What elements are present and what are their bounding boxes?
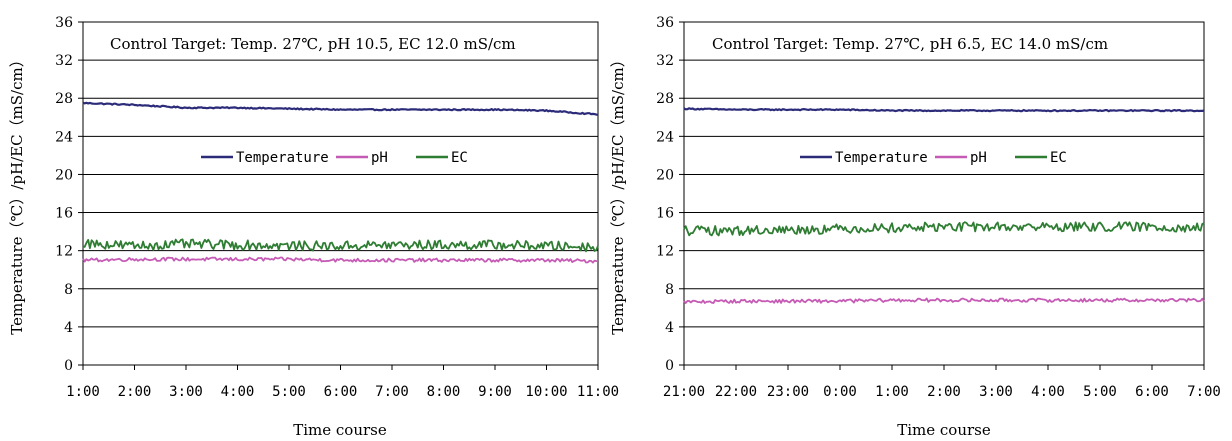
x-tick-label: 1:00 (66, 384, 100, 400)
y-tick-label: 0 (665, 358, 674, 374)
x-tick-label: 3:00 (979, 384, 1013, 400)
x-tick-label: 4:00 (221, 384, 255, 400)
legend-label-ec: EC (1050, 150, 1067, 166)
chart-panel-2: 0 4 8 12 16 20 24 28 32 36 21:00 22:00 23:00 0:00 1:00… (609, 15, 1221, 439)
y-tick-label: 12 (656, 244, 674, 260)
x-tick-label: 4:00 (1031, 384, 1065, 400)
x-tick-label: 1:00 (875, 384, 909, 400)
x-tick-label: 23:00 (767, 384, 809, 400)
x-axis-title: Time course (897, 421, 991, 439)
legend-label-ec: EC (451, 150, 468, 166)
series-line-ph (82, 256, 599, 264)
x-tick-label: 3:00 (169, 384, 203, 400)
x-axis-title: Time course (293, 421, 387, 439)
x-tick-label: 10:00 (525, 384, 567, 400)
y-axis-title: Temperature（℃）/pH/EC（mS/cm） (8, 52, 26, 334)
x-tick-label: 7:00 (375, 384, 409, 400)
x-tick-label: 6:00 (324, 384, 358, 400)
series-line-temperature (82, 101, 599, 116)
legend-label-temperature: Temperature (236, 150, 329, 166)
y-tick-label: 36 (55, 15, 73, 31)
y-tick-label: 28 (656, 91, 674, 107)
x-tick-label: 2:00 (118, 384, 152, 400)
x-tick-label: 11:00 (577, 384, 619, 400)
legend-label-ph: pH (970, 150, 987, 166)
y-tick-label: 8 (665, 282, 674, 298)
x-tick-label: 7:00 (1187, 384, 1221, 400)
chart-panel-1: 0 4 8 12 16 20 24 28 32 36 1:00 2:00 3:00 4:00 5:00 6:0… (8, 15, 619, 439)
y-tick-label: 32 (656, 53, 674, 69)
control-target-annotation: Control Target: Temp. 27℃, pH 10.5, EC 1… (110, 35, 516, 53)
x-tick-label: 6:00 (1135, 384, 1169, 400)
x-tick-label: 22:00 (715, 384, 757, 400)
x-tick-label: 2:00 (927, 384, 961, 400)
x-tick-label: 21:00 (663, 384, 705, 400)
series-line-temperature (683, 107, 1205, 113)
x-tick-label: 8:00 (427, 384, 461, 400)
y-axis-title: Temperature（℃）/pH/EC（mS/cm） (609, 52, 627, 334)
x-tick-label: 5:00 (1083, 384, 1117, 400)
y-tick-label: 0 (64, 358, 73, 374)
y-tick-label: 8 (64, 282, 73, 298)
y-tick-label: 16 (55, 206, 73, 222)
y-tick-label: 32 (55, 53, 73, 69)
plot-area (82, 21, 599, 366)
plot-area (683, 21, 1205, 366)
series-line-ph (683, 297, 1205, 304)
y-tick-label: 24 (55, 129, 73, 145)
y-tick-label: 28 (55, 91, 73, 107)
y-tick-label: 4 (64, 320, 73, 336)
x-tick-label: 0:00 (823, 384, 857, 400)
y-tick-label: 12 (55, 244, 73, 260)
x-tick-label: 5:00 (272, 384, 306, 400)
y-tick-label: 24 (656, 129, 674, 145)
y-tick-label: 20 (656, 167, 674, 183)
control-target-annotation: Control Target: Temp. 27℃, pH 6.5, EC 14… (712, 35, 1108, 53)
legend-label-ph: pH (371, 150, 388, 166)
y-tick-label: 20 (55, 167, 73, 183)
y-tick-label: 4 (665, 320, 674, 336)
y-tick-label: 16 (656, 206, 674, 222)
x-tick-label: 9:00 (478, 384, 512, 400)
series-line-ec (82, 238, 599, 253)
legend-label-temperature: Temperature (835, 150, 928, 166)
series-line-ec (683, 221, 1205, 237)
y-tick-label: 36 (656, 15, 674, 31)
